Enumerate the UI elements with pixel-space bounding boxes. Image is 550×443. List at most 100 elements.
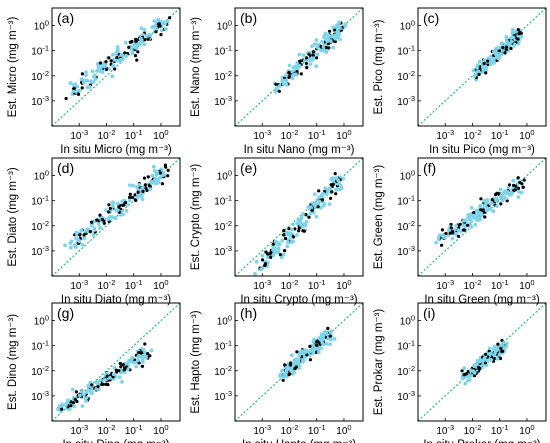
x-tick-label: 100 [519, 278, 534, 292]
data-point [315, 52, 320, 57]
x-axis-label: In situ Nano (mg m⁻³) [244, 144, 355, 156]
data-point [489, 358, 494, 362]
data-point-outlier [60, 407, 64, 411]
data-point-outlier [146, 37, 150, 41]
data-point [504, 344, 509, 349]
data-point [436, 235, 441, 240]
data-point [134, 43, 139, 47]
data-point [454, 224, 459, 228]
y-tick-label: 10-1 [214, 194, 232, 208]
data-point [303, 223, 308, 228]
data-point [328, 186, 333, 191]
data-point [276, 241, 281, 245]
data-point-outlier [501, 46, 505, 50]
data-point [311, 339, 316, 344]
data-point [495, 347, 500, 352]
data-point-outlier [143, 183, 147, 187]
data-point-outlier [477, 72, 481, 77]
data-point-outlier [472, 211, 476, 215]
data-point [142, 42, 147, 47]
y-tick-label: 10-1 [31, 339, 49, 353]
data-point [127, 198, 132, 203]
data-point [73, 82, 77, 86]
scatter-panel-h: 10-3 10-3 10-2 10-2 10-1 10-1 100 100 (h) In situ… [190, 302, 364, 443]
data-point [472, 371, 477, 375]
data-point [79, 77, 84, 82]
panel-label: (c) [423, 10, 439, 26]
data-point [483, 202, 488, 207]
data-point [474, 217, 478, 222]
data-point [127, 358, 131, 363]
data-point [110, 201, 115, 205]
data-point [286, 240, 290, 245]
data-point [313, 203, 317, 208]
data-point [319, 48, 323, 53]
data-point [321, 203, 326, 208]
data-point-outlier [499, 202, 503, 206]
data-point [154, 26, 159, 31]
data-point [158, 175, 163, 180]
data-point [92, 73, 97, 78]
data-point [79, 390, 84, 394]
data-point [325, 188, 330, 193]
data-points [64, 16, 172, 101]
data-point-outlier [104, 67, 109, 72]
data-point [324, 37, 329, 42]
data-point [93, 77, 98, 81]
data-point [487, 346, 492, 351]
scatter-panel-b: 10-3 10-3 10-2 10-2 10-1 10-1 100 100 (b) In situ… [190, 7, 364, 156]
data-point-outlier [450, 229, 454, 234]
data-point [111, 53, 115, 57]
data-point-outlier [516, 186, 521, 190]
y-axis-label: Est. Nano (mg m⁻³) [190, 17, 202, 117]
data-point [74, 90, 79, 94]
x-tick-label: 100 [153, 278, 168, 292]
data-point [140, 357, 145, 362]
data-point [114, 50, 119, 55]
data-point [149, 348, 154, 353]
data-point [280, 78, 285, 82]
data-point-outlier [154, 30, 158, 34]
data-point [280, 238, 285, 243]
data-point [495, 356, 500, 361]
data-point-outlier [140, 364, 145, 368]
data-point [297, 64, 302, 68]
data-point [335, 29, 340, 34]
data-point-outlier [74, 390, 78, 394]
data-point-outlier [329, 196, 333, 200]
data-point [501, 341, 506, 346]
data-point [284, 230, 289, 235]
data-point [112, 365, 117, 370]
data-point [266, 255, 270, 259]
data-point [509, 39, 514, 44]
x-axis-label: In situ Diato (mg m⁻³) [61, 294, 171, 306]
data-point [484, 363, 489, 368]
x-tick-label: 10-1 [125, 278, 143, 292]
data-point-outlier [159, 33, 163, 37]
data-point [73, 244, 78, 249]
data-point-outlier [311, 50, 316, 54]
data-point [297, 350, 302, 355]
data-point [320, 341, 325, 345]
data-point [144, 355, 149, 360]
data-point-outlier [479, 208, 483, 212]
data-point [127, 183, 132, 188]
data-point-outlier [331, 182, 335, 186]
data-point [279, 255, 284, 260]
data-point [481, 67, 485, 72]
data-point-outlier [517, 31, 521, 36]
data-point [153, 179, 158, 184]
x-tick-label: 10-2 [98, 278, 116, 292]
data-point-outlier [271, 242, 275, 246]
data-point [130, 50, 135, 55]
x-tick-label: 10-1 [308, 128, 326, 142]
data-point [161, 173, 165, 178]
data-point-outlier [122, 368, 126, 372]
data-point [337, 20, 342, 25]
y-tick-label: 10-2 [31, 219, 49, 233]
data-point [333, 33, 337, 38]
data-point-outlier [114, 369, 118, 373]
data-point [281, 252, 286, 257]
data-point [123, 40, 128, 45]
